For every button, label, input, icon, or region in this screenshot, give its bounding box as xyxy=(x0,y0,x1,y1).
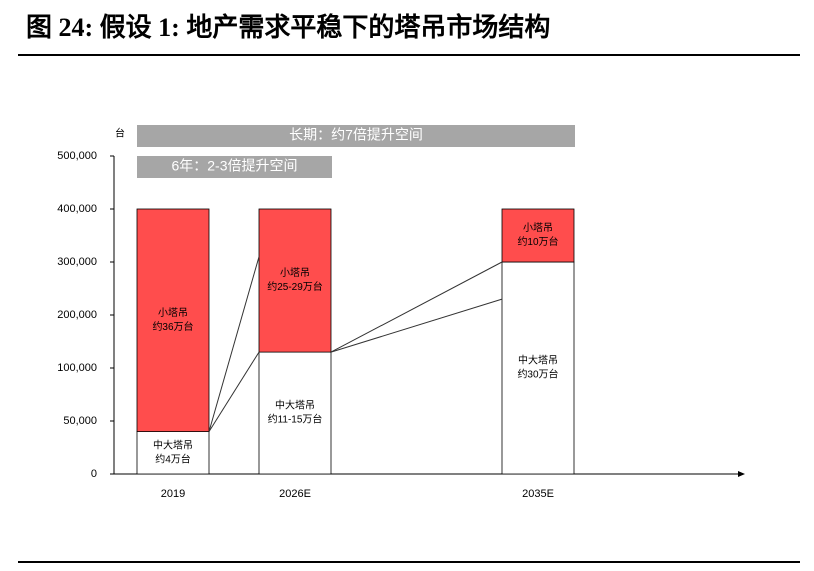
banner-text: 长期：约7倍提升空间 xyxy=(289,127,423,143)
bar-label: 约10万台 xyxy=(517,235,558,248)
connector xyxy=(330,261,503,353)
bar-label: 小塔吊 xyxy=(280,266,310,279)
y-tick-label: 50,000 xyxy=(63,415,97,427)
x-tick-label: 2019 xyxy=(161,488,185,500)
y-tick-label: 0 xyxy=(91,468,97,480)
bar-label: 约4万台 xyxy=(155,452,191,465)
bar-label: 约25-29万台 xyxy=(267,280,323,293)
bar-segment xyxy=(501,261,575,475)
y-tick-label: 500,000 xyxy=(57,150,97,162)
bar-label: 约11-15万台 xyxy=(268,413,323,426)
axis-arrow xyxy=(738,471,745,477)
connector xyxy=(208,256,260,432)
y-unit: 台 xyxy=(115,127,125,140)
bar-label: 小塔吊 xyxy=(158,306,188,319)
bar-segment xyxy=(501,208,575,263)
bar-segment xyxy=(136,208,210,433)
bar-label: 约30万台 xyxy=(517,368,558,381)
bar-label: 中大塔吊 xyxy=(518,354,558,367)
chart-title: 图 24: 假设 1: 地产需求平稳下的塔吊市场结构 xyxy=(26,12,550,42)
bar-label: 约36万台 xyxy=(152,320,193,333)
y-tick-label: 200,000 xyxy=(57,309,97,321)
banner xyxy=(137,156,332,178)
bar-label: 中大塔吊 xyxy=(275,399,315,412)
bar-segment xyxy=(136,431,210,475)
x-tick-label: 2026E xyxy=(279,488,311,500)
y-tick-label: 300,000 xyxy=(57,256,97,268)
banner-text: 6年：2-3倍提升空间 xyxy=(171,158,297,174)
y-tick-label: 400,000 xyxy=(57,203,97,215)
banner xyxy=(137,125,575,147)
x-tick-label: 2035E xyxy=(522,488,554,500)
bar-segment xyxy=(258,208,332,353)
bar-segment xyxy=(258,351,332,475)
y-tick-label: 100,000 xyxy=(57,362,97,374)
connector xyxy=(208,351,260,432)
bar-label: 中大塔吊 xyxy=(153,438,193,451)
bar-label: 小塔吊 xyxy=(523,221,553,234)
connector xyxy=(330,298,503,353)
